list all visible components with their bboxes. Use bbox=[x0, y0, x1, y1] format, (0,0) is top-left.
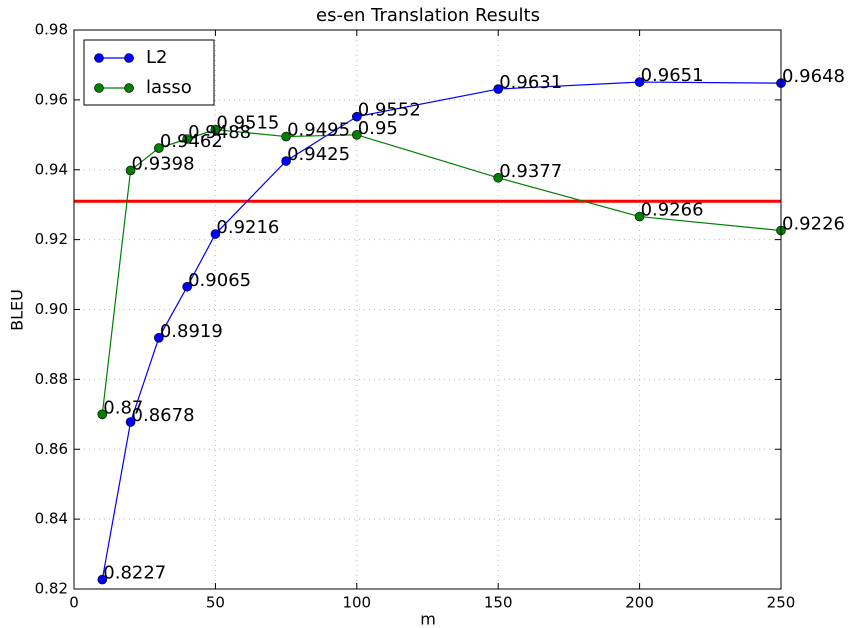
data-point bbox=[97, 409, 108, 420]
x-tick-label: 100 bbox=[342, 594, 371, 612]
y-tick-label: 0.96 bbox=[35, 90, 68, 108]
data-point bbox=[182, 134, 192, 144]
y-tick-label: 0.92 bbox=[35, 230, 68, 248]
data-label: 0.9216 bbox=[216, 217, 279, 238]
data-point bbox=[125, 165, 136, 176]
legend-marker bbox=[124, 83, 134, 93]
data-point bbox=[281, 156, 291, 166]
data-label: 0.87 bbox=[103, 397, 143, 418]
x-tick-label: 50 bbox=[206, 594, 225, 612]
data-label: 0.9495 bbox=[287, 120, 350, 141]
legend-marker bbox=[124, 53, 134, 63]
data-label: 0.9398 bbox=[132, 153, 195, 174]
y-tick-label: 0.94 bbox=[35, 160, 68, 178]
data-label: 0.9425 bbox=[287, 144, 350, 165]
data-label: 0.9226 bbox=[782, 214, 845, 235]
legend-label: L2 bbox=[146, 47, 167, 68]
data-point bbox=[210, 229, 221, 239]
y-tick-label: 0.84 bbox=[35, 510, 68, 528]
data-label: 0.9552 bbox=[358, 100, 421, 121]
data-label: 0.9266 bbox=[641, 200, 704, 221]
legend-label: lasso bbox=[146, 77, 192, 98]
data-label: 0.9651 bbox=[641, 65, 704, 86]
y-tick-label: 0.82 bbox=[35, 580, 68, 598]
x-tick-label: 250 bbox=[767, 594, 796, 612]
data-label: 0.9377 bbox=[499, 161, 562, 182]
y-tick-label: 0.98 bbox=[35, 21, 68, 39]
data-point bbox=[210, 124, 221, 135]
y-tick-label: 0.90 bbox=[35, 300, 68, 318]
data-label: 0.95 bbox=[358, 118, 398, 139]
x-tick-label: 150 bbox=[484, 594, 513, 612]
data-label: 0.9462 bbox=[160, 131, 223, 152]
data-label: 0.8919 bbox=[160, 321, 223, 342]
series-line bbox=[101, 128, 782, 415]
data-point bbox=[97, 574, 108, 585]
chart-title: es-en Translation Results bbox=[316, 5, 540, 26]
y-tick-label: 0.88 bbox=[35, 370, 68, 388]
data-label: 0.9515 bbox=[216, 113, 279, 134]
x-tick-label: 0 bbox=[69, 594, 79, 612]
data-point bbox=[351, 111, 362, 122]
y-axis-label: BLEU bbox=[8, 289, 27, 331]
data-label: 0.9631 bbox=[499, 72, 562, 93]
data-label: 0.8678 bbox=[132, 405, 195, 426]
data-label: 0.9488 bbox=[188, 122, 251, 143]
data-point bbox=[634, 77, 645, 87]
data-point bbox=[351, 130, 362, 140]
data-point bbox=[493, 172, 504, 183]
data-point bbox=[154, 143, 164, 153]
data-point bbox=[634, 211, 645, 222]
legend-marker bbox=[94, 53, 104, 63]
x-tick-label: 200 bbox=[625, 594, 654, 612]
data-label: 0.9065 bbox=[188, 270, 251, 291]
data-point bbox=[154, 332, 164, 343]
data-point bbox=[125, 417, 136, 427]
x-axis-label: m bbox=[420, 610, 436, 628]
legend-marker bbox=[94, 83, 104, 93]
legend-box bbox=[83, 39, 215, 106]
data-point bbox=[182, 281, 192, 292]
series-line bbox=[101, 81, 782, 580]
data-point bbox=[281, 131, 291, 142]
y-tick-label: 0.86 bbox=[35, 440, 68, 458]
data-label: 0.9648 bbox=[782, 66, 845, 87]
data-label: 0.8227 bbox=[103, 563, 166, 584]
data-point bbox=[493, 84, 504, 94]
plot-frame bbox=[73, 29, 782, 590]
